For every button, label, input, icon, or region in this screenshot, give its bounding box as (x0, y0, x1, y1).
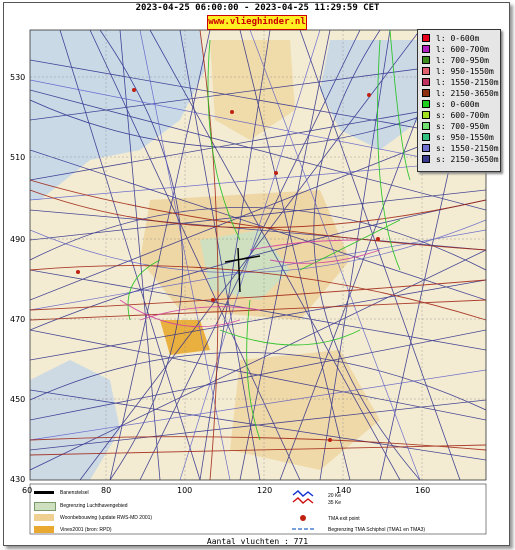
housing-area (230, 350, 380, 470)
legend-swatch (422, 56, 430, 64)
legend-entry: l: 950-1550m (422, 66, 494, 76)
x-tick-label: 160 (415, 486, 431, 495)
legend-swatch (422, 78, 430, 86)
legend-entry: s: 600-700m (422, 110, 489, 120)
legend-entry: s: 700-950m (422, 121, 489, 131)
altitude-legend: l: 0-600m l: 600-700m l: 700-950m l: 950… (417, 29, 501, 172)
legend-label: l: 1550-2150m (436, 77, 499, 87)
noise-20-key-label: 20 Ke (328, 493, 342, 499)
legend-swatch (422, 100, 430, 108)
legend-label: l: 700-950m (436, 55, 489, 65)
legend-swatch (422, 89, 430, 97)
legend-swatch (422, 122, 430, 130)
tma-boundary-key-label: Begrenzing TMA Schiphol (TMA1 en TMA3) (328, 527, 426, 533)
map-key: Banenstelsel Begrenzing Luchthavengebied… (30, 487, 486, 537)
runway-swatch (34, 491, 54, 494)
legend-label: s: 700-950m (436, 121, 489, 131)
housing-swatch (34, 514, 54, 521)
legend-entry: l: 2150-3650m (422, 88, 499, 98)
y-tick-label: 450 (10, 395, 26, 404)
legend-entry: l: 0-600m (422, 33, 479, 43)
tma-boundary-line-icon (292, 528, 314, 530)
y-tick-label: 430 (10, 475, 26, 484)
x-tick-label: 140 (336, 486, 352, 495)
legend-swatch (422, 111, 430, 119)
legend-swatch (422, 155, 430, 163)
legend-label: l: 2150-3650m (436, 88, 499, 98)
x-tick-label: 80 (101, 486, 112, 495)
legend-entry: l: 1550-2150m (422, 77, 499, 87)
airport-boundary-swatch (34, 502, 56, 511)
brand-badge[interactable]: www.vlieghinder.nl (207, 15, 307, 30)
x-tick-label: 120 (257, 486, 273, 495)
legend-label: l: 950-1550m (436, 66, 494, 76)
legend-entry: s: 2150-3650m (422, 154, 499, 164)
legend-swatch (422, 144, 430, 152)
airport-boundary-key-label: Begrenzing Luchthavengebied (60, 503, 128, 509)
vinex-key-label: Vinex2001 (bron: RPD) (60, 527, 112, 533)
y-tick-label: 470 (10, 315, 26, 324)
legend-entry: s: 1550-2150m (422, 143, 499, 153)
legend-label: s: 2150-3650m (436, 154, 499, 164)
vinex-swatch (34, 526, 54, 533)
tma-exit-point-icon (300, 515, 306, 521)
y-tick-label: 510 (10, 153, 26, 162)
legend-swatch (422, 67, 430, 75)
noise-contour-icon (292, 490, 314, 504)
legend-label: s: 600-700m (436, 110, 489, 120)
legend-label: l: 0-600m (436, 33, 480, 43)
legend-label: s: 950-1550m (436, 132, 494, 142)
legend-entry: s: 0-600m (422, 99, 479, 109)
legend-entry: l: 600-700m (422, 44, 489, 54)
x-tick-label: 60 (22, 486, 33, 495)
legend-swatch (422, 133, 430, 141)
housing-key-label: Woonbebouwing (update RWS-MD 2001) (60, 515, 153, 521)
sea-area (30, 30, 205, 200)
housing-area (210, 40, 295, 140)
bottom-legend-panel (29, 483, 487, 535)
y-tick-label: 490 (10, 235, 26, 244)
x-tick-label: 100 (177, 486, 193, 495)
legend-entry: s: 950-1550m (422, 132, 494, 142)
time-range-title: 2023-04-25 06:00:00 - 2023-04-25 11:29:5… (135, 3, 380, 13)
legend-swatch (422, 34, 430, 42)
legend-entry: l: 700-950m (422, 55, 489, 65)
legend-swatch (422, 45, 430, 53)
legend-label: l: 600-700m (436, 44, 489, 54)
legend-label: s: 0-600m (436, 99, 480, 109)
y-tick-label: 530 (10, 73, 26, 82)
tma-exit-key-label: TMA exit point (328, 516, 360, 522)
runway-key-label: Banenstelsel (60, 490, 89, 496)
legend-label: s: 1550-2150m (436, 143, 499, 153)
flight-count: Aantal vluchten : 771 (206, 537, 309, 546)
noise-35-key-label: 35 Ke (328, 500, 342, 506)
